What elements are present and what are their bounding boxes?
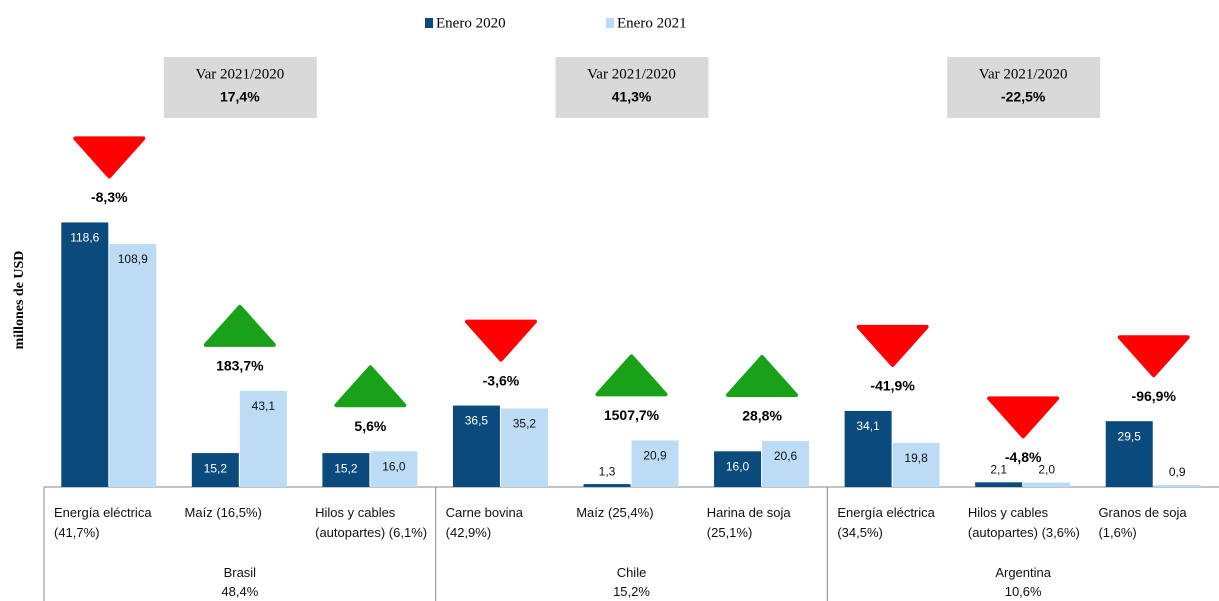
x-tick-label: Granos de soja (1,6%): [1098, 505, 1187, 540]
data-label: 29,5: [1118, 429, 1142, 443]
data-label: 34,1: [856, 419, 880, 433]
bar: [1105, 421, 1153, 487]
variation-value: -22,5%: [1001, 89, 1046, 105]
data-label: 16,0: [726, 459, 750, 473]
bar: [322, 453, 370, 487]
bar: [370, 451, 418, 487]
legend-swatch: [425, 18, 433, 28]
bar: [631, 440, 679, 487]
bar: [892, 442, 940, 487]
bar: [1153, 484, 1201, 487]
x-tick-label: Hilos y cables (autopartes) (3,6%): [967, 505, 1080, 540]
group-share: 15,2%: [613, 584, 650, 599]
group-name: Brasil: [223, 565, 257, 580]
data-label: 15,2: [334, 461, 358, 475]
group-name: Chile: [616, 565, 647, 580]
data-label: 20,6: [774, 449, 798, 463]
variation-box: [555, 57, 709, 118]
data-label: 2,0: [1038, 463, 1055, 477]
arrow-up: [726, 355, 799, 398]
arrow-up: [334, 365, 407, 408]
variation-value: 41,3%: [612, 89, 652, 105]
bar: [714, 451, 762, 487]
group-name: Argentina: [995, 565, 1051, 580]
variation-box: [163, 57, 317, 118]
data-label: 43,1: [252, 399, 276, 413]
bar: [500, 408, 548, 487]
bar: [762, 441, 810, 487]
data-label: 1,3: [599, 464, 616, 478]
x-tick-label: Maíz (25,4%): [576, 505, 654, 520]
legend-swatch: [606, 18, 614, 28]
bar: [844, 410, 892, 487]
arrow-down: [1117, 335, 1190, 378]
variation-label: 28,8%: [742, 408, 782, 424]
x-tick-label: Maíz (16,5%): [184, 505, 262, 520]
legend-label: Enero 2021: [617, 15, 687, 31]
variation-label: -8,3%: [91, 189, 128, 205]
data-label: 2,1: [990, 462, 1007, 476]
variation-value: 17,4%: [220, 89, 260, 105]
bar: [975, 482, 1023, 487]
variation-title: Var 2021/2020: [195, 66, 284, 82]
arrow-down: [464, 319, 537, 362]
variation-label: 5,6%: [354, 418, 386, 434]
group-share: 48,4%: [221, 584, 259, 599]
bar: [583, 484, 631, 487]
variation-label: -41,9%: [870, 378, 915, 394]
variation-title: Var 2021/2020: [979, 66, 1068, 82]
variation-label: -3,6%: [483, 372, 520, 388]
data-label: 20,9: [643, 449, 667, 463]
data-label: 36,5: [465, 414, 489, 428]
data-label: 0,9: [1169, 465, 1186, 479]
variation-label: -96,9%: [1132, 388, 1177, 404]
x-tick-label: Energía eléctrica (34,5%): [837, 505, 935, 540]
arrow-down: [73, 136, 146, 179]
bar: [239, 390, 287, 487]
x-tick-label: Hilos y cables (autopartes) (6,1%): [315, 505, 428, 540]
data-label: 108,9: [118, 252, 148, 266]
y-axis-label: millones de USD: [12, 251, 27, 350]
bar: [61, 222, 109, 487]
variation-label: 183,7%: [216, 358, 264, 374]
arrow-down: [856, 324, 929, 367]
x-tick-label: Energía eléctrica (41,7%): [54, 505, 152, 540]
arrow-down: [987, 396, 1060, 439]
data-label: 15,2: [204, 461, 228, 475]
arrow-up: [203, 304, 276, 347]
bar: [1023, 482, 1071, 487]
bar: [109, 244, 157, 487]
x-tick-label: Harina de soja (25,1%): [706, 505, 791, 540]
bar: [452, 405, 500, 487]
group-share: 10,6%: [1004, 584, 1042, 599]
variation-label: 1507,7%: [604, 407, 660, 423]
arrow-up: [595, 354, 668, 397]
data-label: 35,2: [513, 417, 537, 431]
data-label: 19,8: [904, 451, 928, 465]
variation-title: Var 2021/2020: [587, 66, 676, 82]
x-tick-label: Carne bovina (42,9%): [445, 505, 523, 540]
variation-label: -4,8%: [1005, 449, 1042, 465]
variation-box: [947, 57, 1101, 118]
bar: [191, 453, 239, 487]
data-label: 16,0: [382, 459, 406, 473]
legend-label: Enero 2020: [436, 15, 506, 31]
data-label: 118,6: [70, 231, 99, 245]
